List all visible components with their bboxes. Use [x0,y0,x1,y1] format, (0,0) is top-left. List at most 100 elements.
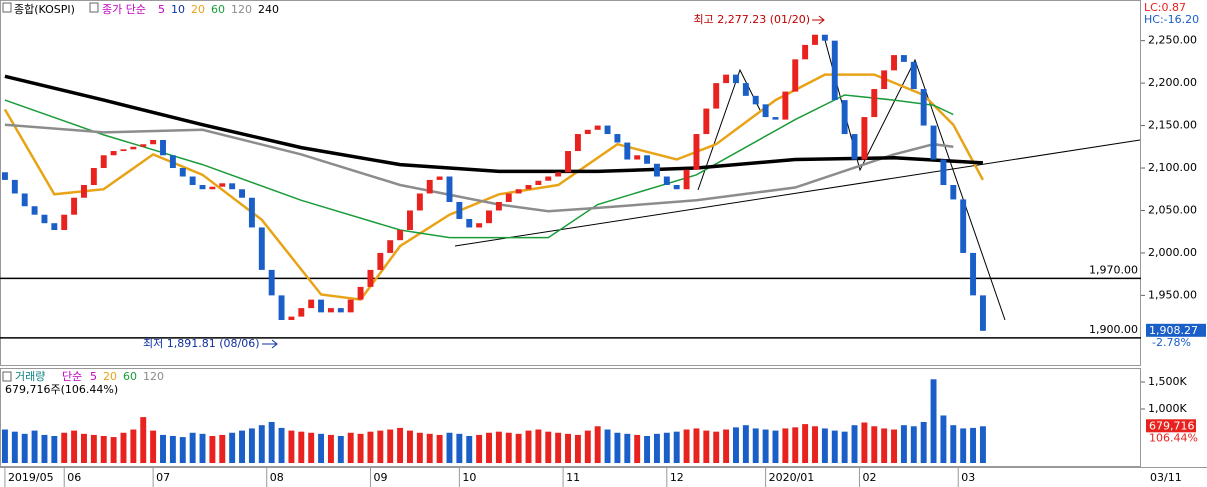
candle [456,201,463,219]
candle [357,286,364,300]
candle [426,179,433,194]
candle [930,125,937,160]
candle [644,155,651,164]
volume-bar [525,430,532,463]
volume-bar [456,433,463,463]
candle [742,83,749,96]
candle [713,83,720,109]
candle [160,140,166,156]
volume-bar [604,429,611,463]
ma-legend: 5 10 20 60 120 240 [158,3,279,16]
legend-entry: 60 [123,370,137,383]
candle [51,223,58,230]
candle [723,74,730,84]
candle [268,269,275,296]
candle [733,74,739,84]
candle [347,299,354,313]
volume-bar [71,430,78,463]
x-tick-label: 12 [670,471,684,484]
volume-tag [1146,419,1196,433]
candle [604,125,611,135]
volume-bar [179,437,186,463]
volume-bar [466,435,473,463]
candle [41,214,48,224]
candle [239,189,245,198]
volume-bar [762,429,769,463]
trend-line [454,139,1141,247]
volume-bar [100,435,107,463]
volume-bar [308,432,315,463]
candle [979,295,986,331]
candle [318,299,325,313]
volume-bar [347,432,354,463]
volume-bar [812,426,818,463]
volume-bar [644,435,651,463]
volume-bar [891,429,897,463]
volume-bar [555,432,562,463]
volume-bar [772,430,779,463]
x-tick-label: 02 [862,471,876,484]
y-tick-label: 1,000K [1148,402,1187,415]
volume-bar [219,434,226,463]
volume-bar [802,424,809,463]
volume-bar [476,434,483,463]
candle [377,252,384,270]
candle [337,308,344,313]
legend-entry: 120 [143,370,164,383]
candle [120,149,127,152]
volume-bar [288,430,295,463]
candle [11,179,18,194]
volume-bar [41,434,48,463]
candle [61,214,68,230]
volume-bar [979,426,986,463]
icon [2,371,12,382]
candle [673,185,680,190]
volume-bar [199,433,206,463]
volume-bar [881,428,888,463]
volume-ma-label: 단순 [62,370,82,383]
candle [436,176,443,180]
volume-bar [851,425,858,463]
legend-entry: 120 [231,3,252,16]
volume-bar [189,432,196,463]
volume-bar [910,426,917,463]
candle [515,189,522,194]
candle [397,230,404,241]
volume-bar [545,431,552,463]
volume-bar [209,435,216,463]
volume-bar [387,429,394,463]
candle [150,140,157,145]
volume-bar [841,431,848,463]
legend-entry: 240 [258,3,279,16]
volume-bar [624,433,631,463]
candle [851,134,858,160]
volume-bar [940,415,947,463]
candle [100,155,107,169]
volume-bar [130,429,137,463]
candle [624,142,631,160]
volume-bar [960,428,967,463]
volume-bar [327,434,334,463]
lc: LC:0.87 [1144,1,1186,14]
volume-bar [337,435,344,463]
volume-bar [693,428,700,463]
candle [831,40,838,101]
icon [89,2,99,13]
candle [416,193,423,211]
candle [476,223,483,228]
volume-bar [752,428,759,463]
candle [209,186,216,190]
volume-bar [486,432,492,463]
arrow [262,339,278,349]
volume-bar [11,431,18,463]
volume-bar [821,428,828,463]
chart-title: 종합(KOSPI) [14,3,75,16]
volume-bar [782,428,789,463]
volume-bar [574,434,581,463]
volume-tag-label: 679,716 [1149,419,1195,432]
candle [308,299,315,309]
candle [821,34,828,41]
candle [960,199,967,253]
